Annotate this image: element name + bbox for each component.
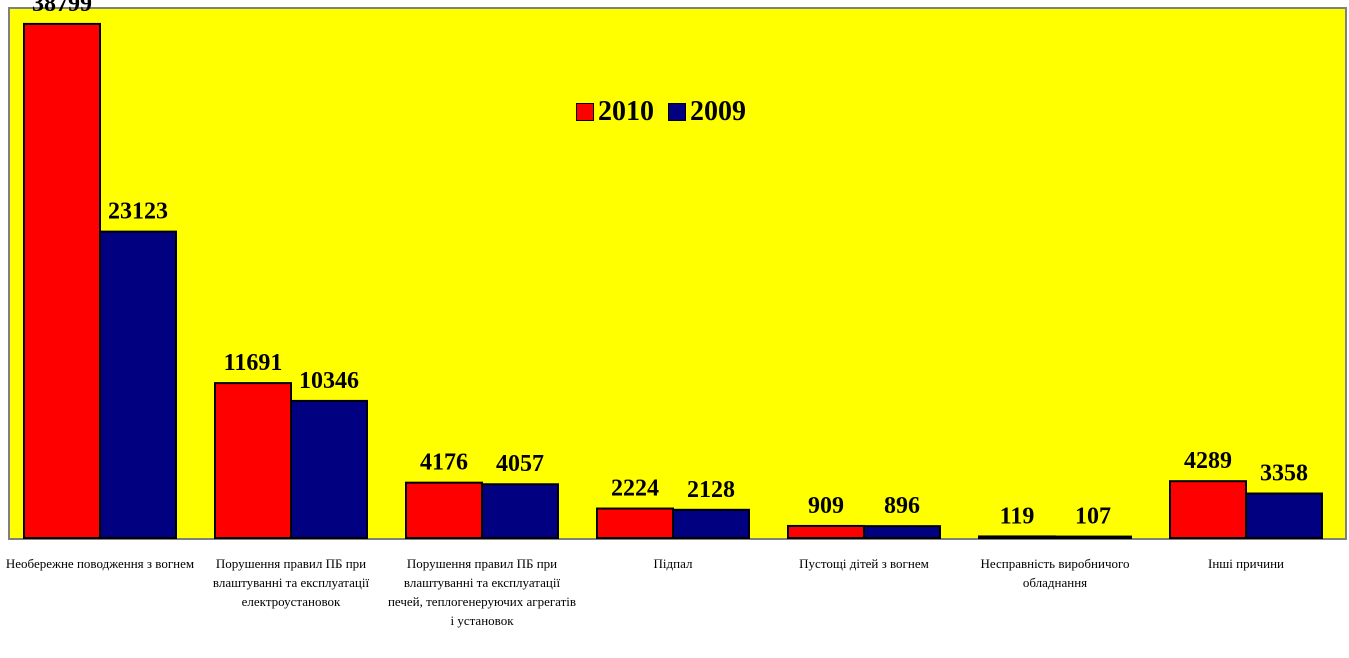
- bar-2010-2: [405, 481, 483, 539]
- bars-group: [23, 22, 1323, 540]
- legend-swatch-2009: [668, 103, 686, 121]
- legend-label-2010: 2010: [598, 96, 654, 127]
- category-label: Підпал: [653, 556, 693, 571]
- bar-2009-3: [672, 508, 750, 539]
- category-label: Інші причини: [1208, 556, 1284, 571]
- value-label-2010-0: 38799: [32, 0, 92, 17]
- bar-2010-1: [214, 382, 292, 539]
- value-label-2009-1: 10346: [299, 368, 359, 394]
- bar-2009-2: [481, 483, 559, 539]
- value-label-2009-2: 4057: [496, 451, 544, 477]
- bar-2010-4: [787, 524, 865, 539]
- bar-2009-5: [1054, 535, 1132, 540]
- value-label-2010-3: 2224: [611, 476, 659, 502]
- value-label-2010-2: 4176: [420, 450, 468, 476]
- bar-2010-3: [596, 507, 674, 540]
- legend-swatch-2010: [576, 103, 594, 121]
- value-label-2010-4: 909: [808, 493, 844, 519]
- value-label-2010-6: 4289: [1184, 448, 1232, 474]
- value-label-2009-3: 2128: [687, 477, 735, 503]
- bar-2009-6: [1245, 492, 1323, 539]
- value-labels-group: 38799 11691 4176 2224 909 119 4289 23123 10346 40…: [32, 0, 1308, 530]
- bar-2010-6: [1169, 480, 1247, 539]
- value-label-2010-1: 11691: [224, 350, 283, 376]
- category-label: Пустощі дітей з вогнем: [799, 556, 929, 571]
- bar-2009-0: [99, 230, 177, 540]
- category-label: Несправність виробничого обладнання: [980, 556, 1130, 590]
- bar-2009-4: [863, 525, 941, 539]
- category-label: Порушення правил ПБ при влаштуванні та е…: [387, 556, 577, 628]
- legend: 2010 2009: [576, 96, 760, 128]
- bar-2009-1: [290, 399, 368, 539]
- value-label-2009-6: 3358: [1260, 461, 1308, 487]
- bar-2010-5: [978, 535, 1056, 540]
- category-label: Необережне поводження з вогнем: [5, 556, 195, 571]
- value-label-2009-4: 896: [884, 493, 920, 519]
- plot-area: [8, 7, 1347, 540]
- category-label: Порушення правил ПБ при влаштуванні та е…: [212, 556, 370, 609]
- legend-item-2010: 2010: [576, 96, 654, 128]
- value-label-2009-0: 23123: [108, 199, 168, 225]
- legend-label-2009: 2009: [690, 96, 746, 127]
- value-label-2009-5: 107: [1075, 504, 1111, 530]
- legend-item-2009: 2009: [668, 96, 746, 128]
- bar-2010-0: [23, 22, 101, 539]
- value-label-2010-5: 119: [1000, 503, 1035, 529]
